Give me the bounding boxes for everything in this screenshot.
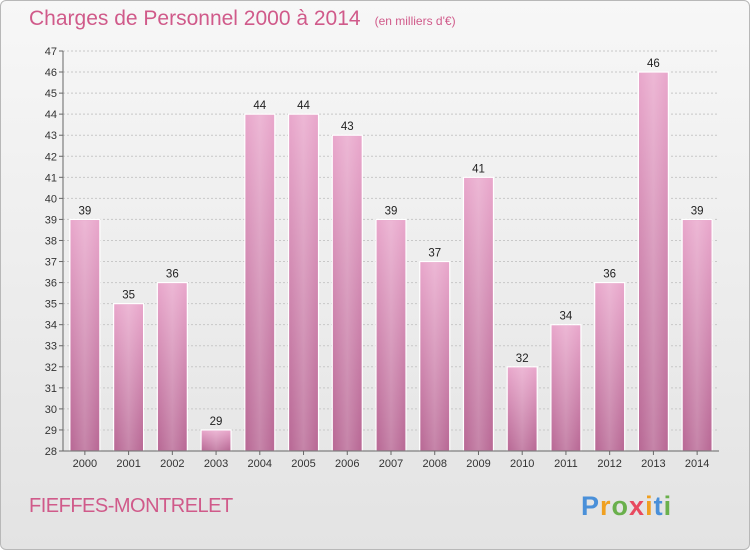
bar-shine-2014 xyxy=(684,220,711,450)
bar-shine-2013 xyxy=(640,73,667,450)
y-tick-label: 46 xyxy=(45,67,57,79)
logo-letter: i xyxy=(663,491,673,521)
y-tick-label: 28 xyxy=(45,446,57,458)
y-tick-label: 29 xyxy=(45,425,57,437)
x-tick-label-2009: 2009 xyxy=(466,458,490,470)
value-label-2011: 34 xyxy=(560,311,573,323)
bar-shine-2009 xyxy=(465,178,492,450)
bar-shine-2006 xyxy=(334,136,361,451)
proxiti-logo[interactable]: Proxiti xyxy=(581,491,672,522)
y-tick-label: 30 xyxy=(45,404,57,416)
bar-shine-2004 xyxy=(246,115,273,450)
value-label-2009: 41 xyxy=(472,163,485,175)
x-tick-label-2002: 2002 xyxy=(160,458,184,470)
value-label-2007: 39 xyxy=(385,205,398,217)
bar-layer: 39 35 36 29 44 44 43 39 37 41 32 34 36 46 39 xyxy=(69,58,713,452)
y-tick-label: 32 xyxy=(45,362,57,374)
chart-title: Charges de Personnel 2000 à 2014 (en mill… xyxy=(29,7,456,31)
value-label-2006: 43 xyxy=(341,121,354,133)
y-tick-label: 37 xyxy=(45,257,57,269)
value-label-2010: 32 xyxy=(516,353,529,365)
value-label-2004: 44 xyxy=(253,100,266,112)
bar-shine-2000 xyxy=(71,220,98,450)
value-label-2001: 35 xyxy=(122,290,135,302)
value-label-2013: 46 xyxy=(647,58,660,70)
y-tick-label: 39 xyxy=(45,214,57,226)
y-tick-label: 35 xyxy=(45,299,57,311)
bar-shine-2012 xyxy=(596,283,623,450)
bar-shine-2002 xyxy=(159,283,186,450)
bar-shine-2001 xyxy=(115,304,142,450)
value-label-2008: 37 xyxy=(428,248,441,260)
logo-letter: i xyxy=(645,491,654,521)
bar-shine-2003 xyxy=(203,430,230,450)
logo-letter: P xyxy=(581,491,601,521)
commune-name: FIEFFES-MONTRELET xyxy=(29,495,233,517)
x-tick-label-2010: 2010 xyxy=(510,458,534,470)
value-label-2005: 44 xyxy=(297,100,310,112)
y-tick-label: 31 xyxy=(45,383,57,395)
x-tick-label-2004: 2004 xyxy=(248,458,272,470)
y-tick-label: 36 xyxy=(45,278,57,290)
x-tick-label-2008: 2008 xyxy=(422,458,446,470)
x-tick-label-2006: 2006 xyxy=(335,458,359,470)
logo-letter: x xyxy=(629,491,646,521)
x-tick-label-2013: 2013 xyxy=(641,458,665,470)
chart-subtitle: (en milliers d'€) xyxy=(374,14,456,28)
x-tick-label-2001: 2001 xyxy=(116,458,140,470)
y-tick-label: 43 xyxy=(45,130,57,142)
bar-shine-2005 xyxy=(290,115,317,450)
y-tick-label: 41 xyxy=(45,172,57,184)
value-label-2003: 29 xyxy=(210,416,223,428)
y-tick-label: 33 xyxy=(45,341,57,353)
y-tick-label: 45 xyxy=(45,88,57,100)
x-tick-label-2000: 2000 xyxy=(73,458,97,470)
value-label-2014: 39 xyxy=(691,205,704,217)
value-label-2002: 36 xyxy=(166,269,179,281)
x-tick-label-2012: 2012 xyxy=(597,458,621,470)
x-tick-label-2007: 2007 xyxy=(379,458,403,470)
y-tick-label: 44 xyxy=(45,109,57,121)
x-tick-label-2003: 2003 xyxy=(204,458,228,470)
x-tick-label-2014: 2014 xyxy=(685,458,709,470)
bar-shine-2011 xyxy=(552,325,579,450)
value-label-2000: 39 xyxy=(78,205,91,217)
y-tick-label: 38 xyxy=(45,235,57,247)
y-tick-label: 34 xyxy=(45,320,57,332)
y-tick-label: 47 xyxy=(45,46,57,58)
bar-shine-2008 xyxy=(421,262,448,450)
logo-letter: o xyxy=(611,491,630,521)
x-tick-label-2011: 2011 xyxy=(554,458,578,470)
y-tick-label: 40 xyxy=(45,193,57,205)
bar-shine-2007 xyxy=(378,220,404,450)
bar-shine-2010 xyxy=(509,367,536,450)
x-tick-label-2005: 2005 xyxy=(291,458,315,470)
value-label-2012: 36 xyxy=(603,269,616,281)
logo-letter: r xyxy=(600,491,612,521)
chart-title-text: Charges de Personnel 2000 à 2014 xyxy=(29,7,361,30)
y-tick-label: 42 xyxy=(45,151,57,163)
logo-letter: t xyxy=(653,491,664,521)
axis-layer: 28 29 30 31 32 33 34 35 36 37 38 39 40 41 42 43 44 45 46 47… xyxy=(45,46,719,470)
